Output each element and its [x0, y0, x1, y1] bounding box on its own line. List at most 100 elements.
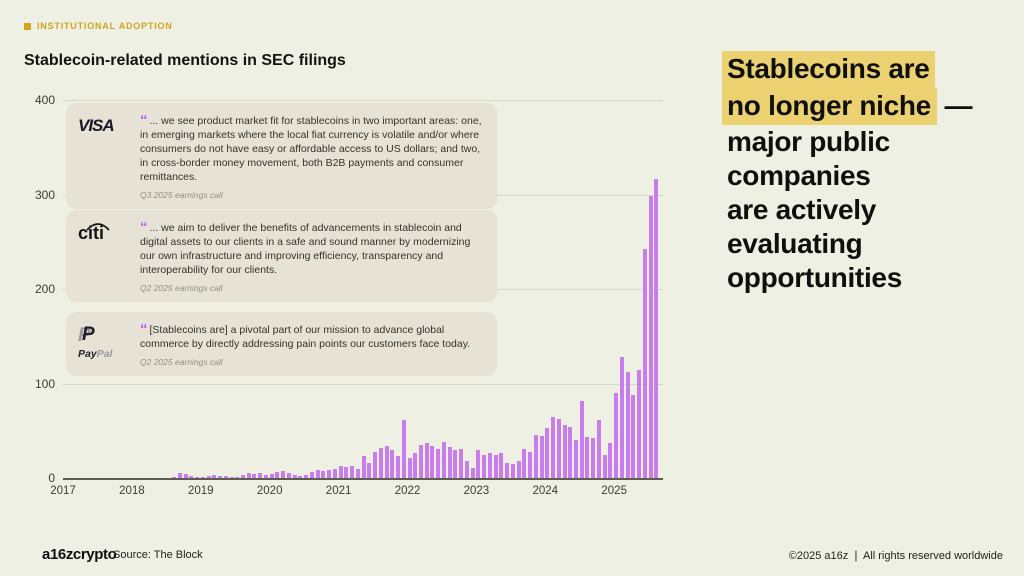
paypal-quote-block: “[Stablecoins are] a pivotal part of our… — [140, 322, 483, 367]
headline-highlighted-text: Stablecoins are — [722, 51, 936, 88]
headline-text: evaluating — [727, 228, 863, 259]
bar-month-39 — [286, 473, 291, 478]
paypal-p-back: P — [78, 325, 91, 346]
bar-month-46 — [327, 470, 332, 478]
bar-month-67 — [447, 446, 452, 478]
bar-month-30 — [235, 477, 240, 478]
bar-month-58 — [396, 456, 401, 478]
bar-month-81 — [528, 451, 533, 478]
headline-line-7: opportunities — [727, 261, 1017, 295]
headline-line-6: evaluating — [727, 227, 1017, 261]
bar-month-51 — [355, 468, 360, 478]
headline-highlighted-text: no longer niche — [722, 88, 937, 125]
paypal-p-front: P — [82, 324, 95, 345]
y-axis-tick-300: 300 — [34, 187, 55, 202]
bar-month-73 — [482, 455, 487, 478]
x-axis-tick-2024: 2024 — [532, 485, 559, 497]
badge-label: INSTITUTIONAL ADOPTION — [37, 21, 173, 31]
citi-logo-text: citi — [78, 223, 110, 244]
x-axis-tick-2020: 2020 — [256, 485, 283, 497]
bar-month-82 — [533, 435, 538, 478]
bar-month-38 — [281, 471, 286, 478]
visa-logo-text: VISA — [78, 116, 115, 135]
bar-month-79 — [516, 461, 521, 478]
bar-month-20 — [177, 473, 182, 478]
headline-line-5: are actively — [727, 193, 1017, 227]
bar-month-76 — [499, 452, 504, 478]
bar-month-19 — [172, 477, 177, 478]
bar-month-27 — [218, 476, 223, 478]
headline-line-2: no longer niche — — [722, 88, 1017, 125]
y-axis-tick-100: 100 — [34, 376, 55, 391]
bar-month-86 — [556, 419, 561, 478]
quote-card-citi: citi “... we aim to deliver the benefits… — [66, 210, 497, 302]
bar-month-48 — [338, 465, 343, 478]
chart-title: Stablecoin-related mentions in SEC filin… — [24, 52, 346, 69]
bar-month-93 — [596, 420, 601, 478]
bar-month-99 — [631, 394, 636, 478]
headline-text: companies — [727, 160, 871, 191]
bar-month-23 — [195, 477, 200, 478]
bar-month-74 — [487, 452, 492, 478]
x-axis-tick-2022: 2022 — [394, 485, 421, 497]
bar-month-28 — [223, 476, 228, 478]
headline-text: major public — [727, 126, 890, 157]
citi-quote-body: ... we aim to deliver the benefits of ad… — [140, 222, 471, 276]
bar-month-63 — [424, 443, 429, 478]
bar-month-29 — [229, 477, 234, 478]
citi-quote-attribution: Q2 2025 earnings call — [140, 283, 223, 293]
x-axis-tick-2025: 2025 — [601, 485, 627, 497]
bar-month-66 — [441, 442, 446, 478]
paypal-logo: P P PayPal — [78, 323, 130, 367]
visa-quote-body: ... we see product market fit for stable… — [140, 115, 482, 183]
bar-month-85 — [551, 416, 556, 478]
bar-month-94 — [602, 455, 607, 478]
bar-month-24 — [200, 477, 205, 478]
bar-month-41 — [298, 476, 303, 478]
bar-month-103 — [654, 179, 659, 478]
bar-month-37 — [275, 472, 280, 478]
bar-month-84 — [545, 427, 550, 478]
bar-month-95 — [608, 443, 613, 478]
bar-month-43 — [309, 472, 314, 478]
bar-month-55 — [378, 447, 383, 478]
bar-month-33 — [252, 474, 257, 478]
visa-quote-block: “... we see product market fit for stabl… — [140, 113, 483, 200]
bar-month-78 — [510, 463, 515, 478]
headline-text: are actively — [727, 194, 876, 225]
bar-month-25 — [206, 476, 211, 478]
x-axis-tick-2019: 2019 — [188, 485, 214, 497]
bar-month-26 — [212, 475, 217, 478]
citi-quote-block: “... we aim to deliver the benefits of a… — [140, 220, 483, 293]
bar-month-32 — [246, 473, 251, 478]
bar-month-49 — [344, 466, 349, 478]
y-axis-tick-400: 400 — [34, 93, 55, 107]
bar-month-45 — [321, 471, 326, 478]
bar-month-57 — [390, 449, 395, 478]
headline-line-1: Stablecoins are — [722, 51, 1017, 88]
headline-text: opportunities — [727, 262, 902, 293]
x-axis-tick-2017: 2017 — [50, 485, 76, 497]
bar-month-22 — [189, 476, 194, 478]
section-badge: INSTITUTIONAL ADOPTION — [24, 21, 173, 31]
bar-month-65 — [436, 448, 441, 478]
bar-month-80 — [522, 448, 527, 478]
bar-month-54 — [373, 451, 378, 478]
bar-month-68 — [453, 449, 458, 478]
headline-text: — — [936, 90, 973, 121]
bar-month-96 — [614, 392, 619, 478]
gridline-400 — [63, 100, 663, 101]
bar-month-44 — [315, 470, 320, 478]
bar-month-100 — [637, 370, 642, 478]
y-axis-tick-200: 200 — [34, 282, 55, 296]
bar-month-77 — [505, 462, 510, 478]
citi-logo: citi — [78, 221, 130, 293]
citi-logo-word: citi — [78, 223, 105, 243]
bar-month-83 — [539, 436, 544, 478]
bar-month-70 — [464, 461, 469, 478]
bar-month-87 — [562, 425, 567, 478]
bar-month-69 — [459, 448, 464, 478]
gridline-100 — [63, 383, 663, 385]
quote-card-paypal: P P PayPal “[Stablecoins are] a pivotal … — [66, 312, 497, 376]
visa-quote-attribution: Q3 2025 earnings call — [140, 190, 223, 200]
